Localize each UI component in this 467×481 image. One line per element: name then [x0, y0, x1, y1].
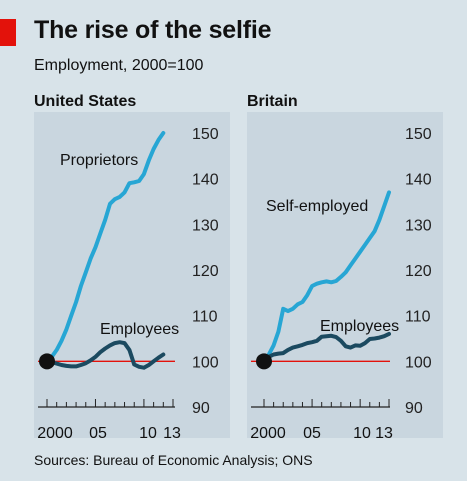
y-tick-label: 100: [192, 354, 219, 371]
x-tick-label: 05: [89, 425, 107, 442]
panel-title: United States: [34, 93, 136, 110]
series-label: Self-employed: [266, 198, 368, 215]
x-tick-label: 05: [303, 425, 321, 442]
panel-title: Britain: [247, 93, 298, 110]
panel-us: United States 90 100 110 120 130 140 150 2000 05 1…: [34, 93, 230, 442]
y-tick-label: 130: [192, 217, 219, 234]
y-tick-label: 140: [192, 172, 219, 189]
series-label: Employees: [320, 318, 399, 335]
start-point-marker: [39, 353, 55, 370]
x-tick-label: 13: [375, 425, 393, 442]
y-tick-label: 150: [405, 126, 432, 143]
x-tick-label: 2000: [250, 425, 286, 442]
chart-subtitle: Employment, 2000=100: [34, 57, 204, 74]
series-line-self-employed: [262, 190, 391, 364]
y-tick-label: 150: [192, 126, 219, 143]
y-tick-label: 90: [192, 400, 210, 417]
y-tick-label: 110: [192, 309, 218, 326]
y-tick-label: 100: [405, 354, 432, 371]
chart-title: The rise of the selfie: [34, 16, 272, 44]
x-tick-label: 13: [163, 425, 181, 442]
y-tick-label: 140: [405, 172, 432, 189]
series-label: Employees: [100, 321, 179, 338]
series-line-proprietors: [45, 131, 166, 364]
x-tick-label: 10: [139, 425, 157, 442]
series-label: Proprietors: [60, 152, 138, 169]
y-tick-label: 90: [405, 400, 423, 417]
accent-tag: [0, 19, 16, 46]
source-note: Sources: Bureau of Economic Analysis; ON…: [34, 452, 313, 468]
panel-britain: Britain 90 100 110 120 130 140 150 2000 05 10 13 Sel…: [247, 93, 443, 442]
x-tick-label: 10: [353, 425, 371, 442]
series-line-employees: [262, 331, 391, 364]
y-tick-label: 130: [405, 217, 432, 234]
y-tick-label: 120: [405, 263, 432, 280]
start-point-marker: [256, 353, 272, 370]
x-tick-label: 2000: [37, 425, 73, 442]
y-tick-label: 110: [405, 309, 431, 326]
y-tick-label: 120: [192, 263, 219, 280]
series-line-employees: [45, 340, 166, 370]
panel-background: [34, 112, 230, 438]
